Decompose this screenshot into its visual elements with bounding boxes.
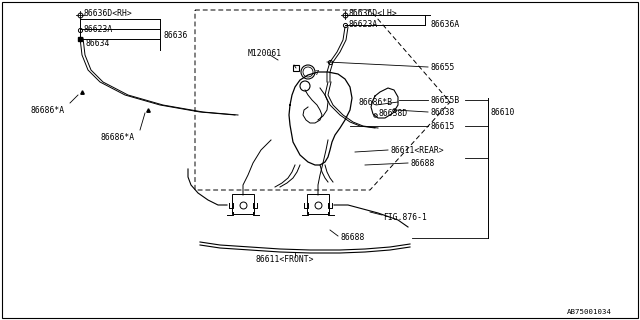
Text: 86636D<LH>: 86636D<LH>: [348, 9, 397, 18]
Text: 86655B: 86655B: [430, 95, 460, 105]
Text: 86636: 86636: [163, 30, 188, 39]
FancyBboxPatch shape: [232, 194, 254, 214]
Text: 86611<FRONT>: 86611<FRONT>: [255, 254, 314, 263]
Text: 86638: 86638: [430, 108, 454, 116]
Text: 86634: 86634: [85, 38, 109, 47]
Text: 86636A: 86636A: [430, 20, 460, 28]
Text: FIG.876-1: FIG.876-1: [383, 212, 427, 221]
Text: 86610: 86610: [490, 108, 515, 116]
Text: 86686*A: 86686*A: [100, 132, 134, 141]
Text: M120061: M120061: [248, 49, 282, 58]
Text: 86688: 86688: [340, 234, 364, 243]
Text: 7: 7: [315, 70, 319, 76]
Text: 86636D<RH>: 86636D<RH>: [83, 9, 132, 18]
Text: AB75001034: AB75001034: [567, 309, 612, 315]
Text: 86686*A: 86686*A: [30, 106, 64, 115]
Text: 86623A: 86623A: [83, 25, 112, 34]
Text: 86638D: 86638D: [378, 108, 407, 117]
Text: 86686*B: 86686*B: [358, 98, 392, 107]
Text: 86611<REAR>: 86611<REAR>: [390, 146, 444, 155]
Text: 86655: 86655: [430, 62, 454, 71]
Text: 86688: 86688: [410, 158, 435, 167]
Text: 86615: 86615: [430, 122, 454, 131]
FancyBboxPatch shape: [307, 194, 329, 214]
Text: 86623A: 86623A: [348, 20, 377, 28]
